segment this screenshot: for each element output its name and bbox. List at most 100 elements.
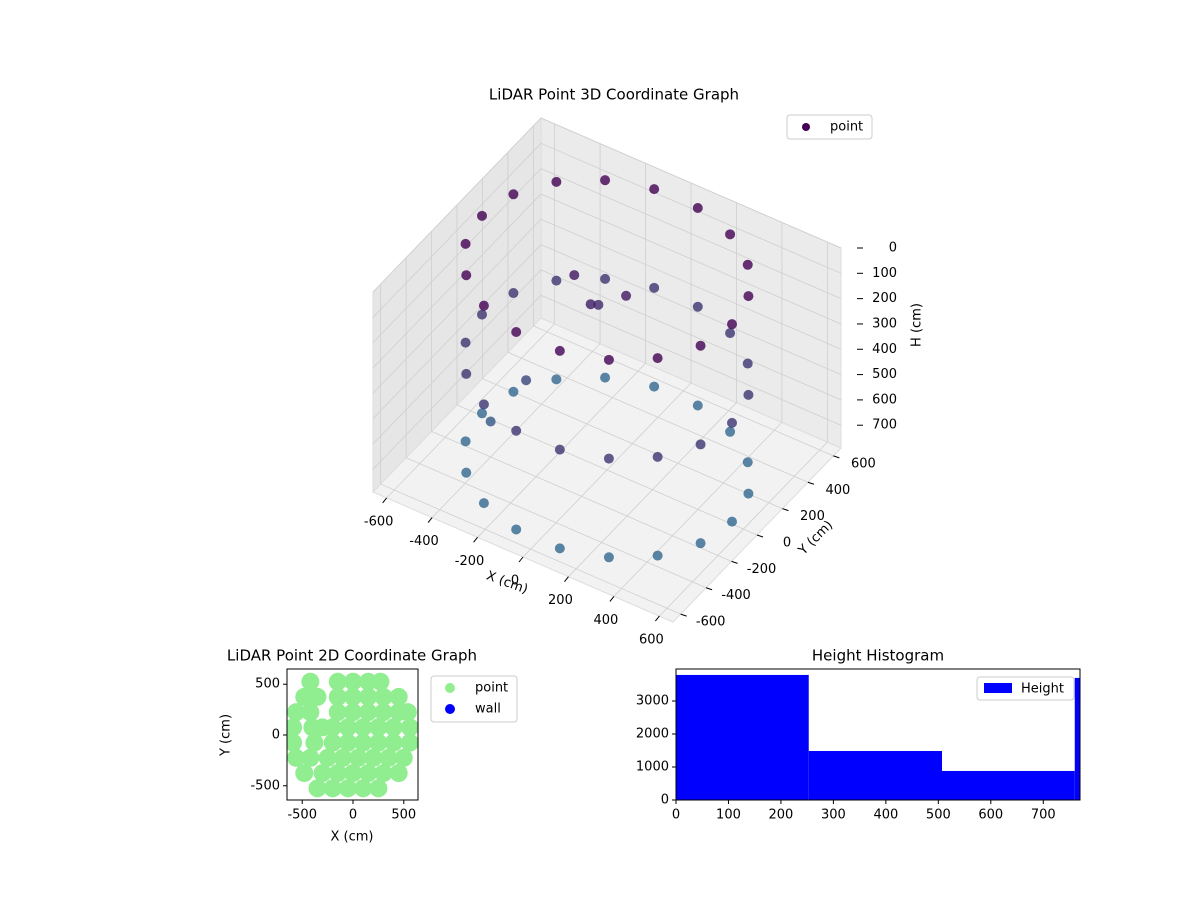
grid-line — [456, 404, 758, 536]
y-tick-label: 3000 — [636, 694, 669, 709]
y-tick-label: 400 — [825, 483, 850, 498]
x-tick-label: -200 — [455, 554, 485, 569]
point — [551, 275, 562, 286]
point — [551, 374, 562, 385]
legend-marker — [445, 704, 455, 714]
x-axis-title: X (cm) — [331, 830, 374, 845]
point — [394, 748, 413, 767]
grid-line — [507, 351, 809, 483]
grid-line — [405, 457, 707, 589]
point — [554, 444, 565, 455]
point — [695, 538, 706, 549]
point — [384, 718, 403, 737]
point — [743, 488, 754, 499]
x-tick-label: 500 — [391, 808, 416, 823]
point — [521, 375, 532, 386]
legend-frame — [786, 114, 873, 140]
point — [359, 703, 378, 722]
bar — [676, 674, 809, 800]
z-tick-label: 200 — [872, 291, 897, 306]
point — [354, 733, 373, 752]
y-tick-label: -400 — [721, 588, 751, 603]
point — [478, 399, 489, 410]
point — [344, 703, 363, 722]
point — [344, 764, 363, 783]
point — [692, 203, 703, 214]
point — [508, 288, 519, 299]
x-tick — [564, 576, 569, 583]
point — [344, 672, 363, 691]
y-tick-label: 1000 — [636, 760, 669, 775]
point — [551, 176, 562, 187]
point — [725, 328, 736, 339]
point — [725, 229, 736, 240]
point — [400, 733, 418, 752]
point — [742, 259, 753, 270]
y-tick-label: 500 — [255, 677, 280, 692]
point — [460, 238, 471, 249]
point — [398, 703, 417, 722]
point — [692, 400, 703, 411]
point — [354, 718, 373, 737]
z-tick-label: 0 — [889, 241, 897, 256]
point — [301, 703, 320, 722]
point — [511, 326, 522, 337]
x-tick-label: 400 — [593, 613, 618, 628]
point — [364, 748, 383, 767]
x-tick-label: 200 — [548, 593, 573, 608]
point — [369, 718, 388, 737]
grid-line — [540, 218, 842, 350]
point — [477, 210, 487, 221]
point — [328, 687, 347, 706]
point — [369, 733, 388, 752]
point — [727, 417, 737, 428]
grid-line — [372, 193, 542, 369]
point — [478, 300, 489, 311]
point — [333, 748, 352, 767]
point — [354, 779, 373, 798]
x-tick-label: 0 — [349, 808, 357, 823]
point — [359, 764, 378, 783]
grid-line — [372, 143, 542, 318]
point — [374, 764, 393, 783]
point — [318, 748, 337, 767]
point — [743, 389, 754, 400]
y-tick-label: -200 — [747, 562, 777, 577]
point — [301, 748, 320, 767]
y-tick — [833, 455, 840, 459]
z-tick-label: 400 — [872, 342, 897, 357]
legend-label: point — [475, 681, 508, 696]
y-tick — [731, 560, 738, 564]
grid-line — [540, 168, 842, 299]
legend-marker — [984, 683, 1012, 693]
point — [295, 687, 314, 706]
grid-line — [540, 117, 842, 249]
y-tick — [705, 587, 713, 591]
point — [344, 687, 363, 706]
x-tick-label: 500 — [926, 808, 951, 823]
x-tick-label: -600 — [364, 514, 394, 529]
point — [323, 779, 342, 798]
point — [338, 718, 357, 737]
point — [389, 764, 408, 783]
legend-label: wall — [475, 702, 501, 717]
point — [508, 189, 519, 200]
y-tick-label: 0 — [661, 793, 669, 808]
y-tick-label: 0 — [272, 728, 280, 743]
point — [349, 748, 368, 767]
x-tick-label: 100 — [716, 808, 741, 823]
grid-line — [540, 193, 842, 325]
x-tick-label: 0 — [511, 574, 519, 589]
point — [460, 436, 471, 447]
point — [603, 453, 614, 464]
point — [461, 467, 472, 478]
point — [400, 718, 418, 737]
point — [369, 779, 388, 798]
point — [338, 779, 357, 798]
point — [477, 309, 487, 320]
grid-line — [533, 325, 834, 457]
grid-line — [431, 430, 732, 562]
x-tick-label: -500 — [287, 808, 317, 823]
point — [727, 319, 737, 330]
